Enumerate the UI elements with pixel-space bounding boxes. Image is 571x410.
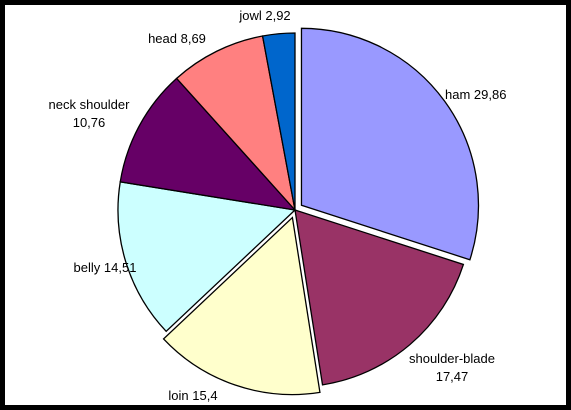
data-label-belly: belly 14,51	[74, 260, 137, 275]
pie-slice-jowl	[261, 32, 296, 211]
data-label-ham: ham 29,86	[445, 87, 506, 102]
data-label-shoulder-blade: shoulder-blade 17,47	[409, 351, 495, 384]
pie-slice-ham	[300, 27, 480, 261]
data-label-jowl: jowl 2,92	[238, 8, 290, 23]
pie-slices	[117, 27, 480, 396]
pie-slice-head	[175, 35, 297, 213]
data-label-head: head 8,69	[148, 31, 206, 46]
chart-area: ham 29,86 shoulder-blade 17,47 loin 15,4 bel…	[5, 5, 566, 405]
pie-slice-loin	[162, 216, 321, 396]
pie-slice-neck-shoulder	[119, 77, 297, 211]
pie-slice-belly	[117, 181, 297, 333]
pie-labels: ham 29,86 shoulder-blade 17,47 loin 15,4 bel…	[49, 8, 507, 403]
pie-slice-shoulder-blade	[294, 209, 465, 386]
data-label-loin: loin 15,4	[168, 388, 217, 403]
pie-chart: ham 29,86 shoulder-blade 17,47 loin 15,4 bel…	[49, 8, 507, 403]
data-label-neck-shoulder: neck shoulder 10,76	[49, 97, 131, 130]
